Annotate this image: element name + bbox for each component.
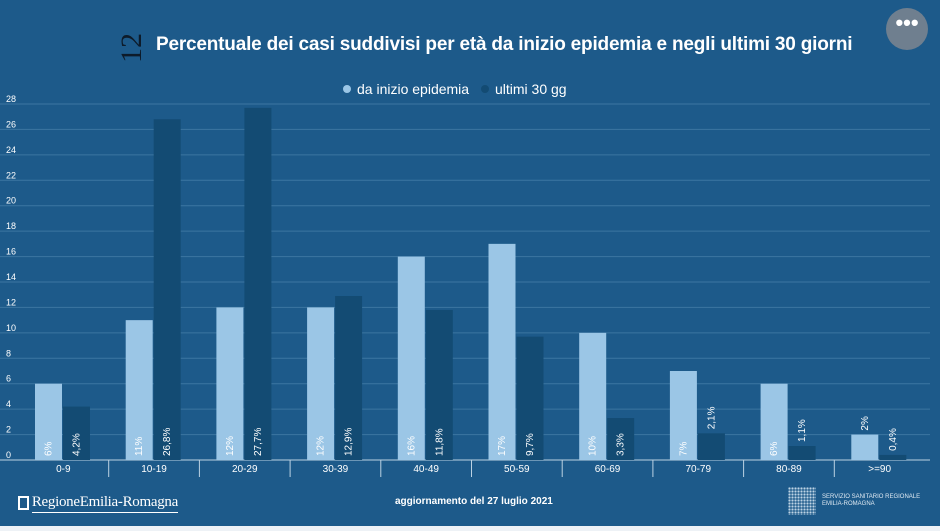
data-label-30gg: 2,1% xyxy=(706,406,717,429)
y-tick-label: 6 xyxy=(6,374,11,384)
data-label-inizio: 6% xyxy=(44,441,55,456)
data-label-30gg: 1,1% xyxy=(797,419,808,442)
bar-inizio xyxy=(669,371,697,460)
slide-number: 12 xyxy=(115,33,142,63)
y-tick-label: 16 xyxy=(6,247,16,257)
x-tick-label: 80-89 xyxy=(776,464,802,475)
bar-30gg xyxy=(335,295,363,460)
bar-inizio xyxy=(397,256,425,460)
update-date: aggiornamento del 27 luglio 2021 xyxy=(395,496,553,507)
ssr-line-2: EMILIA-ROMAGNA xyxy=(822,501,875,507)
bar-30gg xyxy=(516,336,544,460)
data-label-inizio: 7% xyxy=(678,441,689,456)
legend-label-inizio: da inizio epidemia xyxy=(357,81,470,97)
bar-30gg xyxy=(607,418,635,460)
data-label-30gg: 4,2% xyxy=(72,433,83,456)
data-label-inizio: 17% xyxy=(497,436,508,456)
bar-30gg xyxy=(788,446,816,460)
x-tick-label: 40-49 xyxy=(413,464,439,475)
bar-30gg xyxy=(63,406,90,460)
data-labels: 6% 4,2% 11% 26,8% 12% 27,7% 12% 12,9% 16% 11,8% 17… xyxy=(44,406,899,456)
x-axis-ticks: 0-9 10-19 20-29 30-39 40-49 50-59 60-69 70-79 80… xyxy=(56,460,891,477)
y-tick-label: 4 xyxy=(6,399,11,409)
data-label-inizio: 2% xyxy=(860,416,871,431)
y-tick-label: 12 xyxy=(6,297,16,307)
data-label-30gg: 12,9% xyxy=(344,428,355,456)
y-tick-label: 8 xyxy=(6,348,11,358)
legend-item-30gg: ultimi 30 gg xyxy=(480,81,567,97)
data-label-inizio: 6% xyxy=(769,441,780,456)
bar-inizio xyxy=(579,332,607,460)
ssr-logo-text: SERVIZIO SANITARIO REGIONALE EMILIA-ROMA… xyxy=(822,494,920,508)
regione-logo-icon xyxy=(18,496,29,510)
bar-30gg xyxy=(425,309,453,460)
more-options-button[interactable]: ••• xyxy=(886,8,928,50)
x-tick-label: 30-39 xyxy=(323,464,349,475)
bottom-strip xyxy=(0,526,940,531)
data-label-30gg: 27,7% xyxy=(253,428,264,456)
x-tick-label: 60-69 xyxy=(595,464,621,475)
data-label-inizio: 11% xyxy=(134,437,145,456)
data-label-inizio: 12% xyxy=(316,436,327,456)
x-tick-label: 50-59 xyxy=(504,464,530,475)
bar-inizio xyxy=(125,320,153,460)
bar-30gg xyxy=(879,454,907,460)
data-label-30gg: 26,8% xyxy=(162,428,173,456)
legend-dot-inizio xyxy=(343,85,351,93)
y-tick-label: 22 xyxy=(6,170,16,180)
bars xyxy=(35,107,907,461)
y-tick-label: 10 xyxy=(6,323,16,333)
y-tick-label: 20 xyxy=(6,196,16,206)
data-label-inizio: 12% xyxy=(225,436,236,456)
regione-logo-text: RegioneEmilia-Romagna xyxy=(31,494,178,513)
ssr-line-1: SERVIZIO SANITARIO REGIONALE xyxy=(822,494,921,500)
ssr-logo-icon xyxy=(788,487,816,515)
data-label-inizio: 10% xyxy=(588,436,599,456)
bar-inizio xyxy=(760,383,788,460)
y-tick-label: 28 xyxy=(6,94,16,104)
chart-legend: da inizio epidemia ultimi 30 gg xyxy=(343,80,575,97)
bar-30gg xyxy=(244,107,272,461)
slide-number-text: 12 xyxy=(115,33,142,63)
data-label-30gg: 3,3% xyxy=(616,433,627,456)
chart-title: Percentuale dei casi suddivisi per età d… xyxy=(156,34,853,55)
y-tick-label: 14 xyxy=(6,272,16,282)
bar-30gg xyxy=(697,433,725,460)
x-tick-label: 20-29 xyxy=(232,464,258,475)
legend-dot-30gg xyxy=(480,85,489,93)
y-tick-label: 24 xyxy=(6,145,16,155)
bar-inizio xyxy=(35,383,62,460)
ssr-logo[interactable]: SERVIZIO SANITARIO REGIONALE EMILIA-ROMA… xyxy=(788,487,920,515)
y-tick-label: 18 xyxy=(6,221,16,231)
y-tick-label: 2 xyxy=(6,425,11,435)
y-tick-label: 0 xyxy=(6,450,11,460)
legend-item-inizio: da inizio epidemia xyxy=(343,81,469,97)
data-label-30gg: 0,4% xyxy=(888,428,899,451)
bar-inizio xyxy=(851,434,879,460)
bar-inizio xyxy=(216,307,244,460)
y-tick-label: 26 xyxy=(6,119,16,129)
x-tick-label: >=90 xyxy=(868,464,891,475)
data-label-30gg: 9,7% xyxy=(525,433,536,456)
x-tick-label: 10-19 xyxy=(141,464,167,475)
bar-30gg xyxy=(153,119,181,460)
data-label-30gg: 11,8% xyxy=(434,428,445,456)
regione-logo[interactable]: RegioneEmilia-Romagna xyxy=(18,491,178,515)
bar-inizio xyxy=(488,243,516,460)
data-label-inizio: 16% xyxy=(406,436,417,456)
bar-inizio xyxy=(307,307,335,460)
x-tick-label: 70-79 xyxy=(685,464,711,475)
legend-label-30gg: ultimi 30 gg xyxy=(494,81,567,97)
x-tick-label: 0-9 xyxy=(56,464,71,475)
